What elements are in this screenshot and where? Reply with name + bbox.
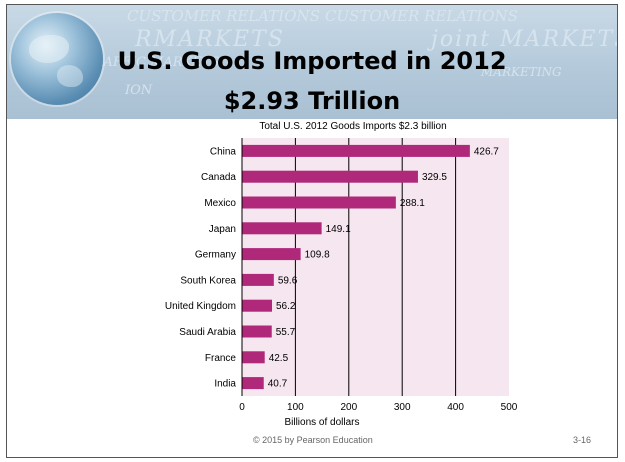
slide-subtitle: $2.93 Trillion bbox=[223, 87, 401, 115]
footer-page-number: 3-16 bbox=[573, 435, 592, 445]
category-label: Canada bbox=[201, 172, 236, 183]
bar bbox=[242, 377, 264, 390]
category-label: Mexico bbox=[204, 198, 236, 209]
banner-text: MARKETING bbox=[481, 65, 562, 79]
x-tick-label: 500 bbox=[501, 402, 518, 413]
x-axis-ticks: 0 100 200 300 400 500 bbox=[239, 402, 518, 413]
bar bbox=[242, 170, 418, 183]
value-label: 56.2 bbox=[276, 301, 296, 312]
category-labels: China Canada Mexico Japan Germany South Korea… bbox=[165, 146, 237, 389]
value-label: 329.5 bbox=[422, 172, 447, 183]
x-tick-label: 300 bbox=[394, 402, 411, 413]
banner-text: TRAFFIC MARKETS bbox=[85, 55, 220, 70]
bar bbox=[242, 196, 396, 209]
value-label: 149.1 bbox=[326, 224, 351, 235]
x-tick-label: 0 bbox=[239, 402, 245, 413]
value-label: 42.5 bbox=[269, 353, 289, 364]
value-labels: 426.7 329.5 288.1 149.1 109.8 59.6 56.2 55.7 42.… bbox=[268, 146, 500, 389]
category-label: Saudi Arabia bbox=[179, 327, 236, 338]
value-label: 109.8 bbox=[305, 250, 330, 261]
category-label: South Korea bbox=[180, 275, 236, 286]
slide-title: U.S. Goods Imported in 2012 bbox=[117, 47, 507, 75]
category-label: Japan bbox=[209, 224, 236, 235]
bar bbox=[242, 273, 274, 286]
category-label: China bbox=[210, 146, 237, 157]
bar bbox=[242, 325, 272, 338]
x-tick-label: 100 bbox=[287, 402, 304, 413]
value-label: 40.7 bbox=[268, 379, 288, 390]
x-tick-label: 400 bbox=[447, 402, 464, 413]
chart-title: Total U.S. 2012 Goods Imports $2.3 billi… bbox=[259, 121, 446, 132]
banner-text: joint MARKETS bbox=[431, 27, 618, 52]
value-label: 59.6 bbox=[278, 275, 298, 286]
bar bbox=[242, 351, 265, 364]
bars bbox=[242, 144, 470, 390]
banner-text: CUSTOMER RELATIONS bbox=[127, 7, 320, 25]
category-label: Germany bbox=[195, 250, 236, 261]
value-label: 426.7 bbox=[474, 146, 499, 157]
x-axis-label: Billions of dollars bbox=[284, 417, 359, 425]
globe-icon bbox=[11, 13, 103, 105]
header-banner: CUSTOMER RELATIONS RMARKETS CUSTOMER REL… bbox=[7, 5, 617, 119]
bar bbox=[242, 222, 322, 235]
bar bbox=[242, 144, 470, 157]
category-label: France bbox=[205, 353, 237, 364]
bar bbox=[242, 248, 301, 261]
banner-text: RMARKETS bbox=[135, 27, 285, 52]
value-label: 55.7 bbox=[276, 327, 296, 338]
category-label: India bbox=[214, 379, 236, 390]
bar bbox=[242, 299, 273, 312]
category-label: United Kingdom bbox=[165, 301, 236, 312]
bar-chart: Total U.S. 2012 Goods Imports $2.3 billi… bbox=[165, 121, 518, 425]
x-tick-label: 200 bbox=[340, 402, 357, 413]
banner-text: CUSTOMER RELATIONS bbox=[325, 7, 518, 25]
footer-copyright: © 2015 by Pearson Education bbox=[253, 435, 373, 445]
slide: CUSTOMER RELATIONS RMARKETS CUSTOMER REL… bbox=[6, 4, 618, 458]
banner-text: ION bbox=[125, 83, 153, 98]
value-label: 288.1 bbox=[400, 198, 425, 209]
